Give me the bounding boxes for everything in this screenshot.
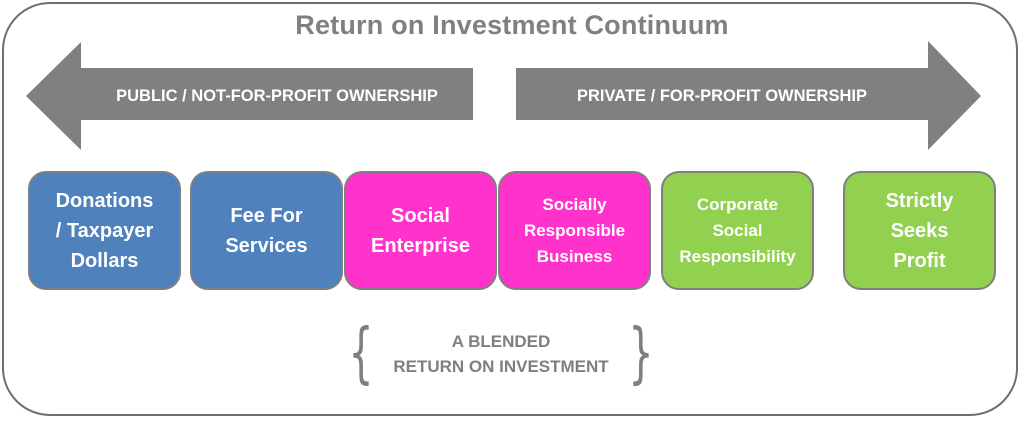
box-social-enterprise: Social Enterprise <box>344 171 497 290</box>
right-brace: } <box>628 314 654 391</box>
blended-return-label: A BLENDED RETURN ON INVESTMENT <box>393 332 609 376</box>
left-arrow <box>26 42 473 150</box>
diagram-title: Return on Investment Continuum <box>295 10 729 40</box>
right-arrow <box>516 41 981 150</box>
public-ownership-label: PUBLIC / NOT-FOR-PROFIT OWNERSHIP <box>116 87 438 105</box>
private-ownership-label: PRIVATE / FOR-PROFIT OWNERSHIP <box>577 87 867 105</box>
box-donations-taxpayer-dollars: Donations / Taxpayer Dollars <box>28 171 181 290</box>
box-strictly-seeks-profit: Strictly Seeks Profit <box>843 171 996 290</box>
box-fee-for-services: Fee For Services <box>190 171 343 290</box>
blended-return-group: { A BLENDED RETURN ON INVESTMENT } <box>340 316 662 396</box>
box-corporate-social-responsibility: Corporate Social Responsibility <box>661 171 814 290</box>
box-socially-responsible-business: Socially Responsible Business <box>498 171 651 290</box>
left-brace: { <box>348 314 374 391</box>
